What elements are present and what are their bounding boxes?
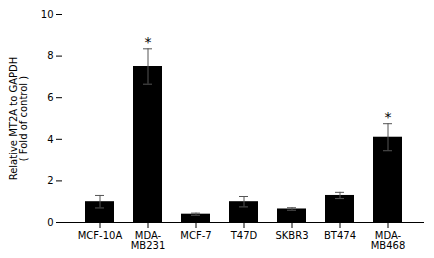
svg-text:MDA-MB231: MDA-MB231: [131, 230, 166, 251]
svg-text:2: 2: [47, 175, 53, 186]
svg-text:*: *: [385, 109, 392, 125]
svg-text:MCF-7: MCF-7: [180, 230, 211, 241]
svg-text:8: 8: [47, 50, 53, 61]
svg-text:4: 4: [47, 134, 53, 145]
svg-text:6: 6: [47, 92, 53, 103]
svg-text:BT474: BT474: [324, 230, 356, 241]
svg-text:MCF-10A: MCF-10A: [78, 230, 123, 241]
svg-text:T47D: T47D: [230, 230, 258, 241]
svg-text:*: *: [145, 34, 152, 50]
svg-text:Relative MT2A to GAPDH( Fold o: Relative MT2A to GAPDH( Fold of control …: [8, 57, 29, 181]
svg-text:10: 10: [41, 9, 54, 20]
svg-text:MDA-MB468: MDA-MB468: [371, 230, 406, 251]
svg-text:0: 0: [47, 217, 53, 228]
svg-text:SKBR3: SKBR3: [275, 230, 308, 241]
